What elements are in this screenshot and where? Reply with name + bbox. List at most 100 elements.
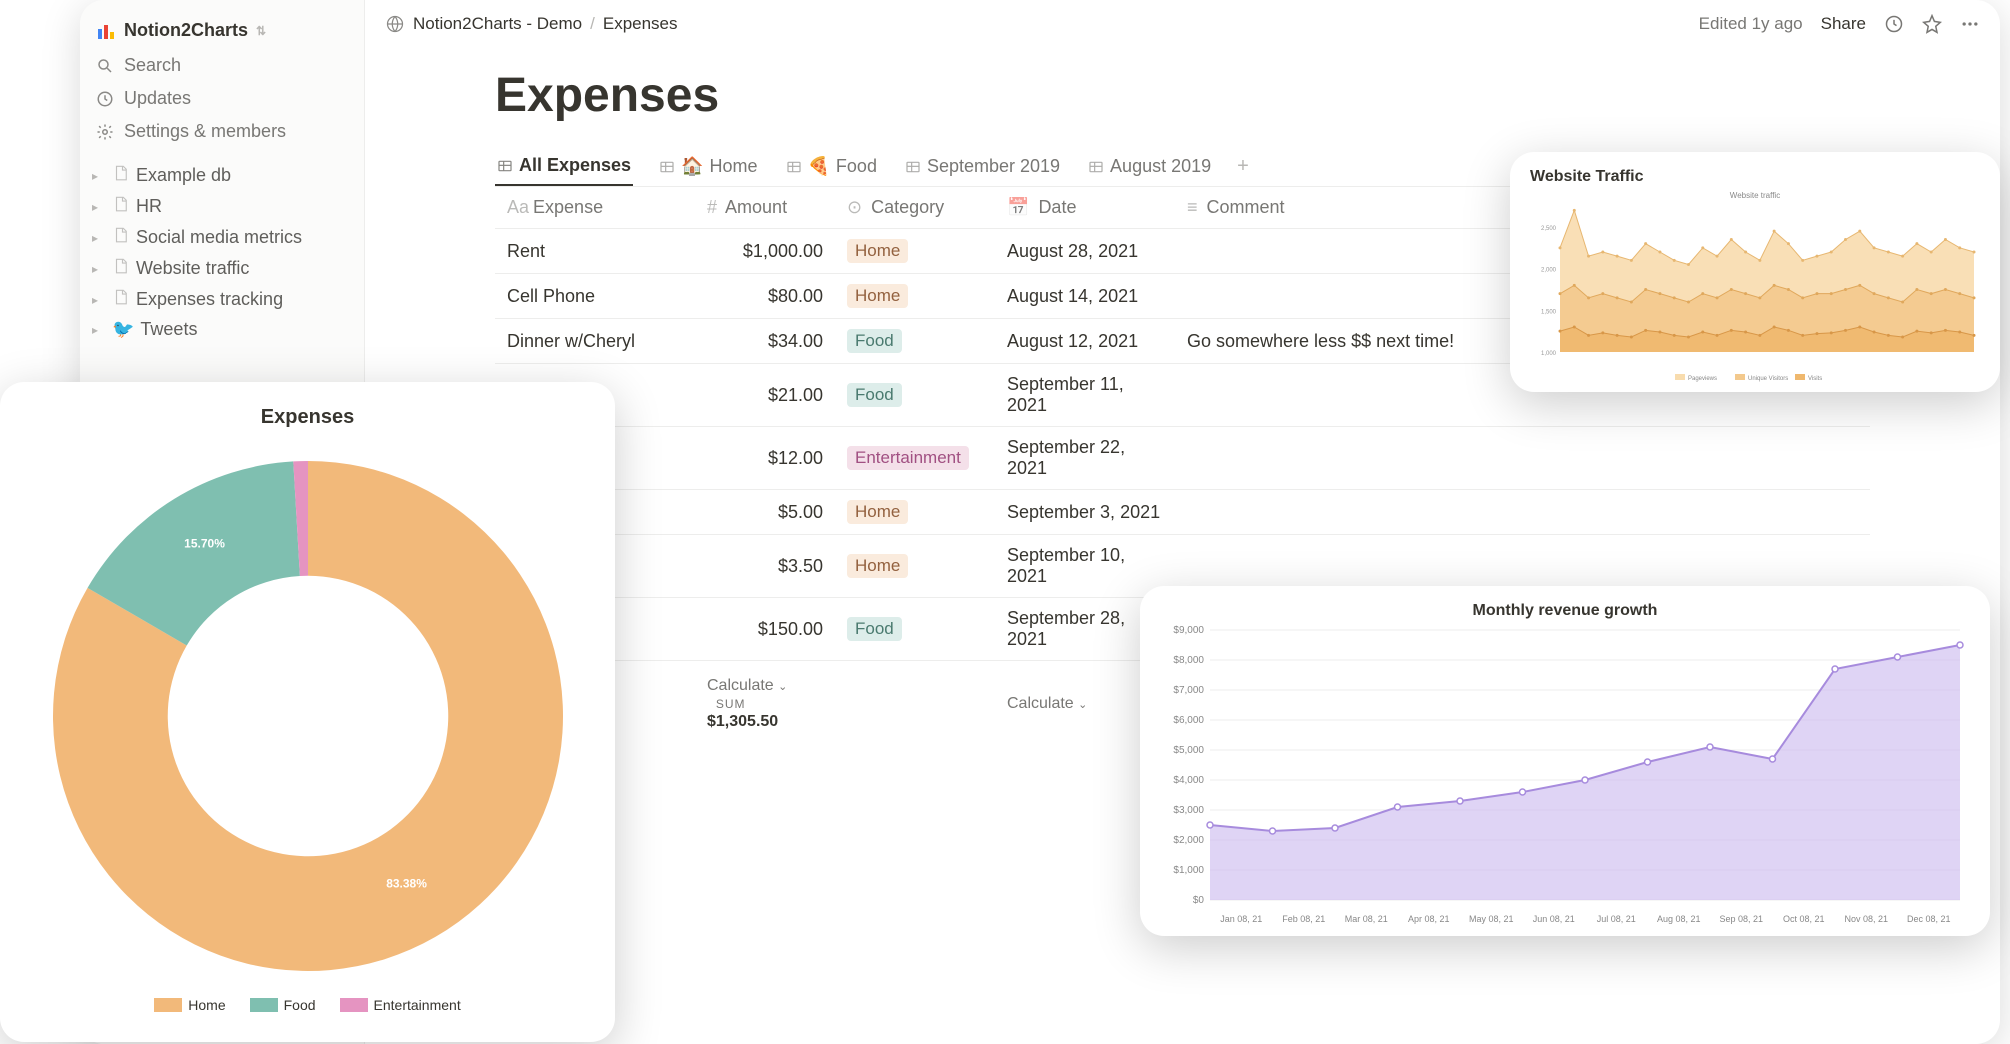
logo-icon <box>96 21 116 41</box>
cell-date: September 10, 2021 <box>995 535 1175 598</box>
svg-text:Mar 08, 21: Mar 08, 21 <box>1345 914 1388 924</box>
svg-text:$1,000: $1,000 <box>1173 865 1204 876</box>
table-icon <box>1088 159 1104 175</box>
chevron-right-icon: ▸ <box>92 169 106 183</box>
svg-text:Oct 08, 21: Oct 08, 21 <box>1783 914 1825 924</box>
history-icon[interactable] <box>1884 14 1904 34</box>
page-label: Expenses tracking <box>136 289 283 310</box>
page-icon <box>385 14 405 34</box>
cell-category: Entertainment <box>835 427 995 490</box>
donut-chart: 83.38%15.70% <box>28 441 588 981</box>
tab-2[interactable]: 🍕Food <box>784 148 879 185</box>
cell-category: Home <box>835 274 995 319</box>
sidebar-page-2[interactable]: ▸Social media metrics <box>80 222 364 253</box>
page-icon <box>112 288 130 311</box>
svg-text:Dec 08, 21: Dec 08, 21 <box>1907 914 1951 924</box>
cell-date: September 22, 2021 <box>995 427 1175 490</box>
page-icon <box>112 195 130 218</box>
chevron-right-icon: ▸ <box>92 323 106 337</box>
svg-text:$5,000: $5,000 <box>1173 745 1204 756</box>
tab-4[interactable]: August 2019 <box>1086 148 1213 185</box>
legend-item: Entertainment <box>340 997 461 1013</box>
workspace-switcher[interactable]: Notion2Charts ⇅ <box>80 12 364 49</box>
page-icon <box>112 257 130 280</box>
revenue-title: Monthly revenue growth <box>1160 602 1970 620</box>
svg-text:$8,000: $8,000 <box>1173 655 1204 666</box>
cell-date: August 12, 2021 <box>995 319 1175 364</box>
page-label: HR <box>136 196 162 217</box>
svg-text:May 08, 21: May 08, 21 <box>1469 914 1514 924</box>
cell-date: August 28, 2021 <box>995 229 1175 274</box>
tab-3[interactable]: September 2019 <box>903 148 1062 185</box>
expenses-donut-card: Expenses 83.38%15.70% HomeFoodEntertainm… <box>0 382 615 1042</box>
edited-label: Edited 1y ago <box>1699 14 1803 34</box>
share-button[interactable]: Share <box>1821 14 1866 34</box>
sidebar-page-3[interactable]: ▸ Website traffic <box>80 253 364 284</box>
legend-item: Home <box>154 997 225 1013</box>
cell-comment <box>1175 490 1870 535</box>
page-label: Example db <box>136 165 231 186</box>
cell-category: Food <box>835 598 995 661</box>
svg-text:15.70%: 15.70% <box>184 537 225 551</box>
table-icon <box>905 159 921 175</box>
col-amount[interactable]: # Amount <box>695 187 835 229</box>
sidebar-search-label: Search <box>124 55 181 76</box>
breadcrumb-root[interactable]: Notion2Charts - Demo <box>413 14 582 34</box>
table-row[interactable]: els $5.00 Home September 3, 2021 <box>495 490 1870 535</box>
tab-0[interactable]: All Expenses <box>495 147 633 186</box>
add-view-button[interactable]: + <box>1237 155 1249 178</box>
topbar-actions: Edited 1y ago Share <box>1699 14 1980 34</box>
svg-text:2,000: 2,000 <box>1541 268 1557 274</box>
search-icon <box>96 57 114 75</box>
cell-amount: $34.00 <box>695 319 835 364</box>
cell-expense: Dinner w/Cheryl <box>495 319 695 364</box>
table-icon <box>497 158 513 174</box>
chevron-right-icon: ▸ <box>92 231 106 245</box>
svg-text:1,500: 1,500 <box>1541 309 1557 315</box>
sidebar-page-5[interactable]: ▸🐦Tweets <box>80 315 364 344</box>
sidebar-updates[interactable]: Updates <box>80 82 364 115</box>
expand-icon: ⇅ <box>256 24 266 38</box>
table-icon <box>786 159 802 175</box>
cell-amount: $80.00 <box>695 274 835 319</box>
col-expense[interactable]: AaExpense <box>495 187 695 229</box>
donut-title: Expenses <box>24 406 591 429</box>
sidebar-settings-label: Settings & members <box>124 121 286 142</box>
tab-1[interactable]: 🏠Home <box>657 148 759 185</box>
col-date[interactable]: 📅 Date <box>995 187 1175 229</box>
cell-date: August 14, 2021 <box>995 274 1175 319</box>
chevron-right-icon: ▸ <box>92 293 106 307</box>
table-row[interactable]: 🍿 $12.00 Entertainment September 22, 202… <box>495 427 1870 490</box>
sidebar-settings[interactable]: Settings & members <box>80 115 364 148</box>
page-label: Website traffic <box>136 258 249 279</box>
workspace-name: Notion2Charts <box>124 20 248 41</box>
sidebar-page-0[interactable]: ▸ Example db <box>80 160 364 191</box>
svg-text:Website traffic: Website traffic <box>1730 191 1780 200</box>
breadcrumb[interactable]: Notion2Charts - Demo / Expenses <box>385 14 1699 34</box>
svg-text:Feb 08, 21: Feb 08, 21 <box>1282 914 1325 924</box>
chevron-right-icon: ▸ <box>92 200 106 214</box>
traffic-title: Website Traffic <box>1530 168 1980 186</box>
svg-text:Apr 08, 21: Apr 08, 21 <box>1408 914 1450 924</box>
star-icon[interactable] <box>1922 14 1942 34</box>
cell-category: Food <box>835 364 995 427</box>
sidebar-page-1[interactable]: ▸ HR <box>80 191 364 222</box>
clock-icon <box>96 90 114 108</box>
sidebar-search[interactable]: Search <box>80 49 364 82</box>
breadcrumb-current[interactable]: Expenses <box>603 14 678 34</box>
cell-amount: $21.00 <box>695 364 835 427</box>
more-icon[interactable] <box>1960 14 1980 34</box>
svg-text:$4,000: $4,000 <box>1173 775 1204 786</box>
breadcrumb-sep: / <box>590 14 595 34</box>
svg-text:Nov 08, 21: Nov 08, 21 <box>1844 914 1888 924</box>
svg-text:1,000: 1,000 <box>1541 351 1557 357</box>
chevron-right-icon: ▸ <box>92 262 106 276</box>
col-category[interactable]: ⊙ Category <box>835 187 995 229</box>
page-icon: 🐦 <box>112 319 134 340</box>
sidebar-page-4[interactable]: ▸ Expenses tracking <box>80 284 364 315</box>
cell-expense: Cell Phone <box>495 274 695 319</box>
page-icon <box>112 226 130 249</box>
cell-category: Home <box>835 490 995 535</box>
table-icon <box>659 159 675 175</box>
svg-text:2,500: 2,500 <box>1541 226 1557 232</box>
